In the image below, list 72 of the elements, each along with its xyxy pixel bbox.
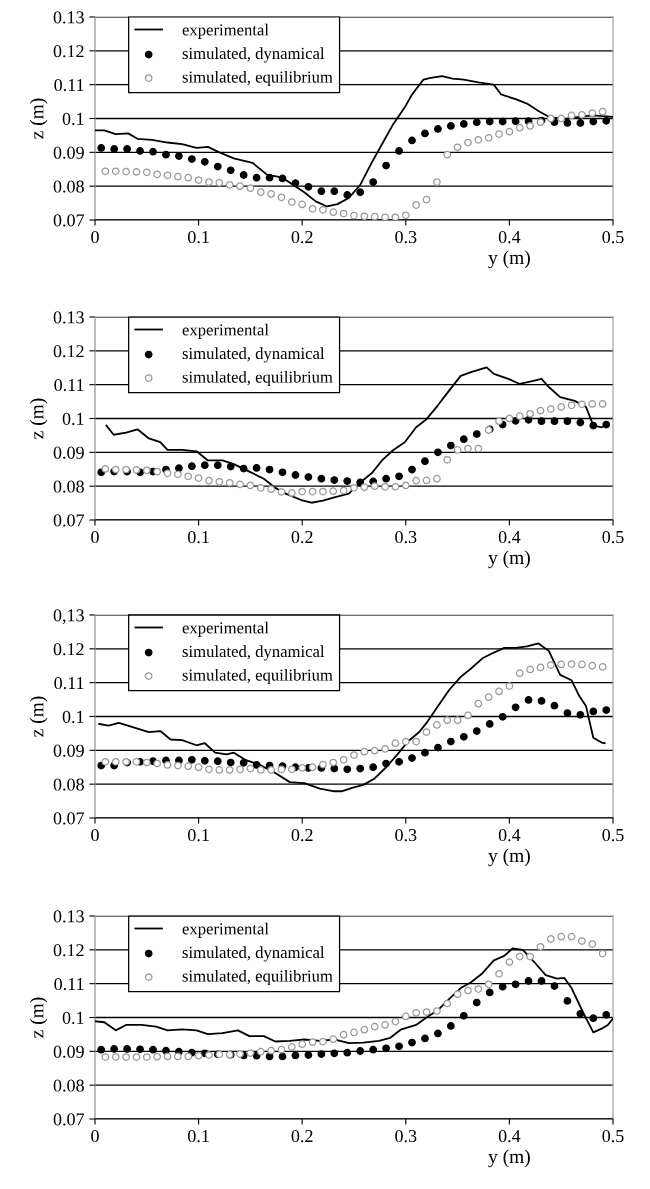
x-tick-label: 0.1	[188, 530, 209, 544]
legend-label: simulated, dynamical	[182, 47, 325, 63]
x-tick-label: 0	[91, 828, 99, 842]
x-tick-label: 0.1	[188, 230, 209, 244]
x-tick-label: 0.5	[602, 530, 624, 544]
x-tick-label: 0.3	[395, 828, 417, 842]
x-tick-label: 0.3	[395, 530, 417, 544]
y-tick-label: 0.12	[53, 944, 84, 957]
y-axis-title: z (m)	[29, 696, 48, 737]
y-tick-label: 0.07	[53, 812, 85, 825]
y-axis-title: z (m)	[29, 997, 48, 1038]
x-tick-label: 0.4	[498, 828, 521, 842]
y-tick-label: 0.08	[53, 180, 84, 193]
x-tick-label: 0.5	[602, 1129, 624, 1143]
x-tick-label: 0	[91, 530, 99, 544]
legend-label: experimental	[182, 621, 269, 637]
x-tick-label: 0.1	[188, 1129, 209, 1143]
legend-label: simulated, dynamical	[182, 347, 325, 363]
y-tick-label: 0.11	[54, 676, 84, 690]
x-tick-label: 0	[91, 230, 99, 244]
legend-label: simulated, equilibrium	[182, 370, 333, 387]
y-tick-label: 0.1	[62, 1011, 84, 1025]
x-tick-label: 0	[91, 1129, 99, 1143]
x-tick-label: 0.1	[188, 828, 209, 842]
x-tick-label: 0.3	[395, 1129, 417, 1143]
x-axis-title: y (m)	[488, 250, 530, 269]
legend-label: simulated, equilibrium	[182, 70, 333, 87]
y-tick-label: 0.11	[54, 378, 84, 392]
x-tick-label: 0.2	[291, 828, 313, 842]
x-tick-label: 0.2	[291, 230, 313, 244]
y-tick-label: 0.08	[53, 480, 84, 493]
legend-label: experimental	[182, 922, 269, 938]
y-tick-label: 0.07	[53, 1113, 85, 1126]
y-tick-label: 0.09	[53, 446, 84, 459]
x-tick-label: 0.2	[291, 1129, 313, 1143]
y-axis-title: z (m)	[29, 98, 48, 139]
legend-label: simulated, equilibrium	[182, 668, 333, 685]
legend-label: experimental	[182, 23, 269, 39]
x-tick-label: 0.4	[498, 1129, 521, 1143]
y-axis-title: z (m)	[29, 398, 48, 439]
y-tick-label: 0.12	[53, 45, 84, 58]
y-tick-label: 0.09	[53, 146, 84, 159]
y-tick-label: 0.09	[53, 744, 84, 757]
legend-label: experimental	[182, 323, 269, 339]
x-tick-label: 0.4	[498, 230, 521, 244]
y-tick-label: 0.11	[54, 977, 84, 991]
y-tick-label: 0.13	[53, 11, 84, 24]
x-tick-label: 0.3	[395, 230, 417, 244]
x-axis-title: y (m)	[488, 848, 530, 867]
y-tick-label: 0.08	[53, 778, 84, 791]
y-tick-label: 0.13	[53, 910, 84, 923]
legend-label: simulated, dynamical	[182, 946, 325, 962]
y-tick-label: 0.1	[62, 710, 84, 724]
x-axis-title: y (m)	[488, 550, 530, 569]
legend-label: simulated, dynamical	[182, 645, 325, 661]
x-axis-title: y (m)	[488, 1149, 530, 1168]
y-tick-label: 0.12	[53, 345, 84, 358]
y-tick-label: 0.1	[62, 412, 84, 426]
y-tick-label: 0.09	[53, 1045, 84, 1058]
y-tick-label: 0.08	[53, 1079, 84, 1092]
y-tick-label: 0.1	[62, 112, 84, 126]
x-tick-label: 0.4	[498, 530, 521, 544]
y-tick-label: 0.11	[54, 78, 84, 92]
y-tick-label: 0,13	[53, 609, 84, 625]
y-tick-label: 0.07	[53, 214, 85, 227]
legend-label: simulated, equilibrium	[182, 969, 333, 986]
x-tick-label: 0.2	[291, 530, 313, 544]
y-tick-label: 0.13	[53, 311, 84, 324]
x-tick-label: 0.5	[602, 828, 624, 842]
x-tick-label: 0.5	[602, 230, 624, 244]
y-tick-label: 0.12	[53, 643, 84, 656]
y-tick-label: 0.07	[53, 514, 85, 527]
